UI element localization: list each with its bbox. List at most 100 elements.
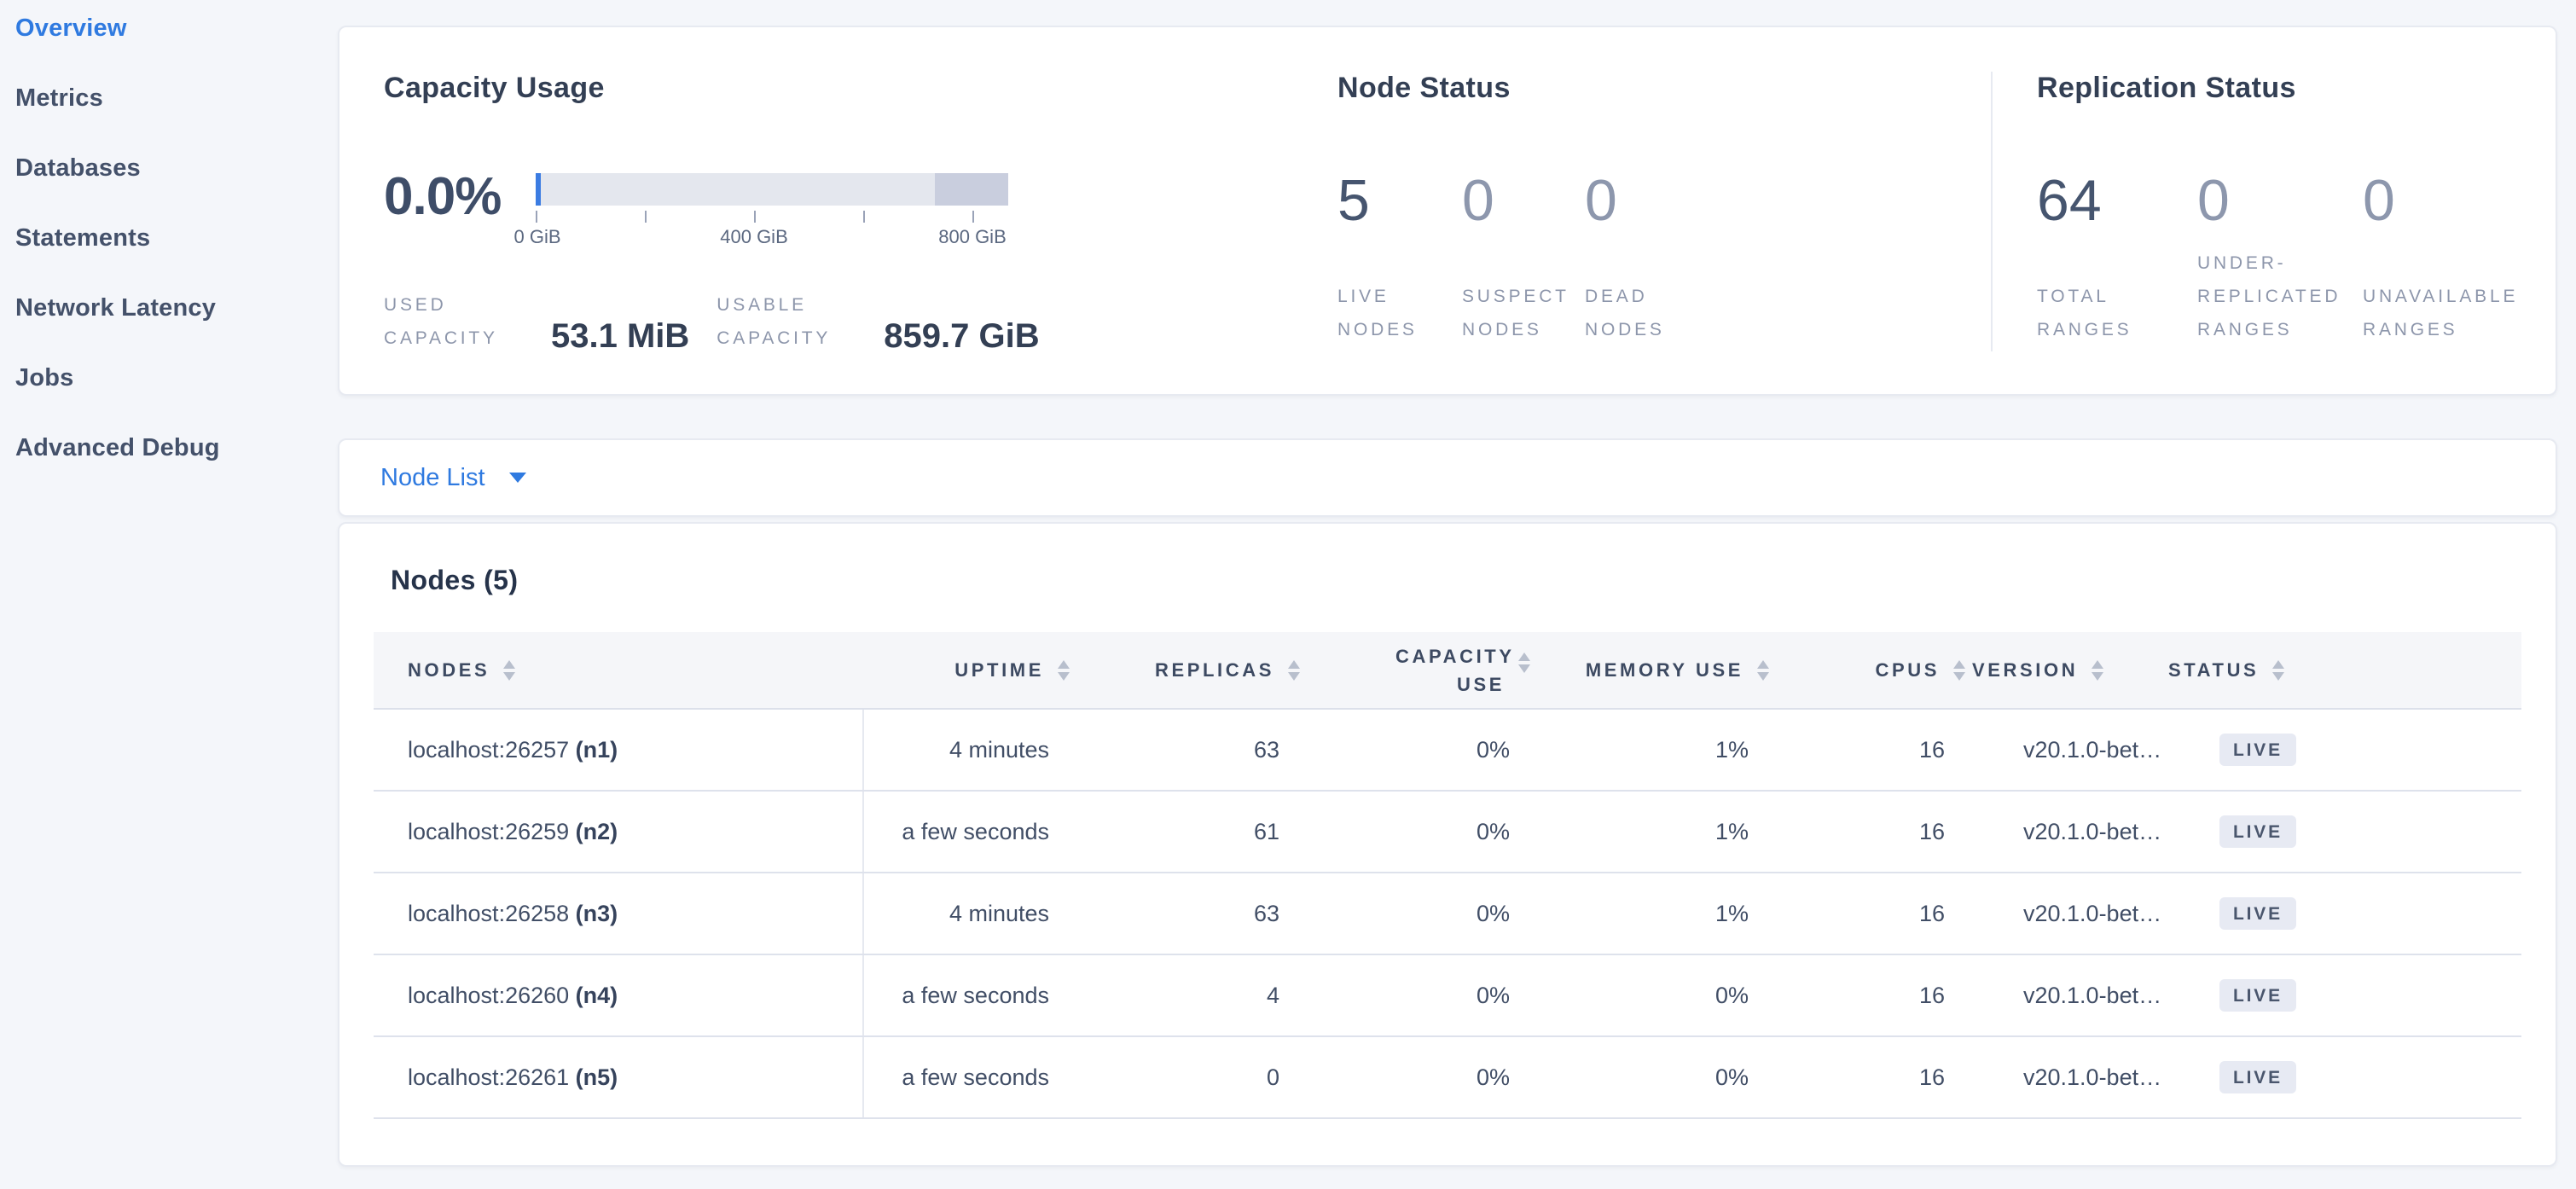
version-cell: v20.1.0-bet… xyxy=(1972,709,2168,792)
cpus-cell: 16 xyxy=(1776,873,1972,955)
capacity-use-cell: 0% xyxy=(1307,791,1537,873)
sidebar-item-overview[interactable]: Overview xyxy=(15,14,127,42)
uptime-cell: 4 minutes xyxy=(863,873,1076,955)
capacity-use-cell: 0% xyxy=(1307,709,1537,792)
usable-capacity-label: USABLE CAPACITY xyxy=(717,295,832,348)
sort-icon xyxy=(1518,652,1530,673)
cluster-summary-card: Capacity Usage 0.0% xyxy=(338,26,2557,396)
column-label: VERSION xyxy=(1972,658,2079,681)
view-selector-card: Node List xyxy=(338,438,2557,517)
axis-label-0: 0 GiB xyxy=(513,226,561,247)
version-cell: v20.1.0-bet… xyxy=(1972,1036,2168,1119)
memory-use-cell: 0% xyxy=(1537,1036,1776,1119)
sort-icon xyxy=(1757,659,1769,681)
sort-icon xyxy=(1058,659,1070,681)
cpus-cell: 16 xyxy=(1776,1036,1972,1119)
replication-status-title: Replication Status xyxy=(2037,72,2296,104)
column-header-capacity-use[interactable]: CAPACITY USE xyxy=(1307,632,1537,710)
capacity-use-cell: 0% xyxy=(1307,1036,1537,1119)
node-name-cell[interactable]: localhost:26261 (n5) xyxy=(374,1036,864,1119)
sort-icon xyxy=(503,659,516,681)
uptime-cell: a few seconds xyxy=(863,954,1076,1037)
node-address: localhost:26260 xyxy=(408,982,570,1008)
node-id: (n3) xyxy=(575,900,618,926)
node-address: localhost:26258 xyxy=(408,900,570,926)
node-id: (n4) xyxy=(575,982,618,1008)
live-nodes-label: LIVE NODES xyxy=(1337,287,1418,340)
table-row[interactable]: localhost:26257 (n1) 4 minutes 63 0% 1% … xyxy=(374,709,2521,792)
dead-nodes-stat: 0 DEAD NODES xyxy=(1585,166,1704,347)
capacity-usage-section: Capacity Usage 0.0% xyxy=(339,72,1337,355)
memory-use-cell: 0% xyxy=(1537,954,1776,1037)
node-name-cell[interactable]: localhost:26258 (n3) xyxy=(374,873,864,955)
node-name-cell[interactable]: localhost:26259 (n2) xyxy=(374,791,864,873)
dead-nodes-count: 0 xyxy=(1585,168,1617,233)
column-label: REPLICAS xyxy=(1154,658,1274,681)
dead-nodes-label: DEAD NODES xyxy=(1585,287,1665,340)
caret-down-icon xyxy=(508,473,526,483)
replicas-cell: 61 xyxy=(1076,791,1307,873)
column-header-nodes[interactable]: NODES xyxy=(374,632,863,710)
table-row[interactable]: localhost:26258 (n3) 4 minutes 63 0% 1% … xyxy=(374,873,2521,955)
used-capacity-value: 53.1 MiB xyxy=(551,316,690,355)
main-content: Capacity Usage 0.0% xyxy=(338,0,2557,1167)
version-cell: v20.1.0-bet… xyxy=(1972,791,2168,873)
status-cell: LIVE xyxy=(2168,791,2521,873)
status-cell: LIVE xyxy=(2168,1036,2521,1119)
status-badge: LIVE xyxy=(2219,815,2296,848)
column-label: NODES xyxy=(408,658,490,681)
version-cell: v20.1.0-bet… xyxy=(1972,873,2168,955)
capacity-bar xyxy=(536,173,1008,206)
sidebar-item-databases[interactable]: Databases xyxy=(15,154,141,182)
axis-tick xyxy=(754,211,756,223)
table-row[interactable]: localhost:26261 (n5) a few seconds 0 0% … xyxy=(374,1036,2521,1119)
column-header-memory-use[interactable]: MEMORY USE xyxy=(1537,632,1776,710)
sidebar-item-advanced-debug[interactable]: Advanced Debug xyxy=(15,434,220,461)
nodes-table-card: Nodes (5) NODES UPTIME xyxy=(338,522,2557,1167)
total-ranges-label: TOTAL RANGES xyxy=(2037,287,2132,340)
table-row[interactable]: localhost:26259 (n2) a few seconds 61 0%… xyxy=(374,791,2521,873)
uptime-cell: a few seconds xyxy=(863,791,1076,873)
capacity-usage-title: Capacity Usage xyxy=(384,72,605,104)
sidebar-item-metrics[interactable]: Metrics xyxy=(15,84,103,112)
suspect-nodes-count: 0 xyxy=(1462,168,1494,233)
total-ranges-count: 64 xyxy=(2037,168,2102,233)
column-header-cpus[interactable]: CPUS xyxy=(1776,632,1972,710)
column-header-version[interactable]: VERSION xyxy=(1972,632,2168,710)
node-status-section: Node Status 5 LIVE NODES 0 SUSPECT NODES… xyxy=(1337,72,1991,351)
uptime-cell: 4 minutes xyxy=(863,709,1076,792)
sort-icon xyxy=(1288,659,1300,681)
version-cell: v20.1.0-bet… xyxy=(1972,954,2168,1037)
column-header-uptime[interactable]: UPTIME xyxy=(863,632,1076,710)
capacity-percent: 0.0% xyxy=(384,167,502,226)
node-id: (n5) xyxy=(575,1064,618,1090)
node-list-dropdown[interactable]: Node List xyxy=(380,464,526,492)
replicas-cell: 0 xyxy=(1076,1036,1307,1119)
status-cell: LIVE xyxy=(2168,709,2521,792)
axis-tick xyxy=(972,211,974,223)
memory-use-cell: 1% xyxy=(1537,709,1776,792)
node-address: localhost:26257 xyxy=(408,736,570,763)
column-header-replicas[interactable]: REPLICAS xyxy=(1076,632,1307,710)
column-label: STATUS xyxy=(2168,658,2260,681)
sidebar-item-jobs[interactable]: Jobs xyxy=(15,364,74,392)
node-address: localhost:26259 xyxy=(408,818,570,844)
axis-label-400: 400 GiB xyxy=(720,226,788,247)
unavailable-ranges-stat: 0 UNAVAILABLE RANGES xyxy=(2363,166,2515,347)
node-name-cell[interactable]: localhost:26260 (n4) xyxy=(374,954,864,1037)
node-name-cell[interactable]: localhost:26257 (n1) xyxy=(374,709,864,792)
status-cell: LIVE xyxy=(2168,873,2521,955)
sidebar-item-statements[interactable]: Statements xyxy=(15,224,151,252)
status-badge: LIVE xyxy=(2219,1061,2296,1093)
capacity-axis: 0 GiB 400 GiB 800 GiB xyxy=(513,206,1008,250)
replicas-cell: 63 xyxy=(1076,873,1307,955)
table-row[interactable]: localhost:26260 (n4) a few seconds 4 0% … xyxy=(374,954,2521,1037)
under-replicated-label: UNDER-REPLICATED RANGES xyxy=(2197,253,2341,340)
node-id: (n2) xyxy=(575,818,618,844)
column-header-status[interactable]: STATUS xyxy=(2168,632,2521,710)
sidebar-item-network-latency[interactable]: Network Latency xyxy=(15,294,217,322)
total-ranges-stat: 64 TOTAL RANGES xyxy=(2037,166,2197,347)
under-replicated-count: 0 xyxy=(2197,168,2230,233)
axis-tick xyxy=(863,211,865,223)
